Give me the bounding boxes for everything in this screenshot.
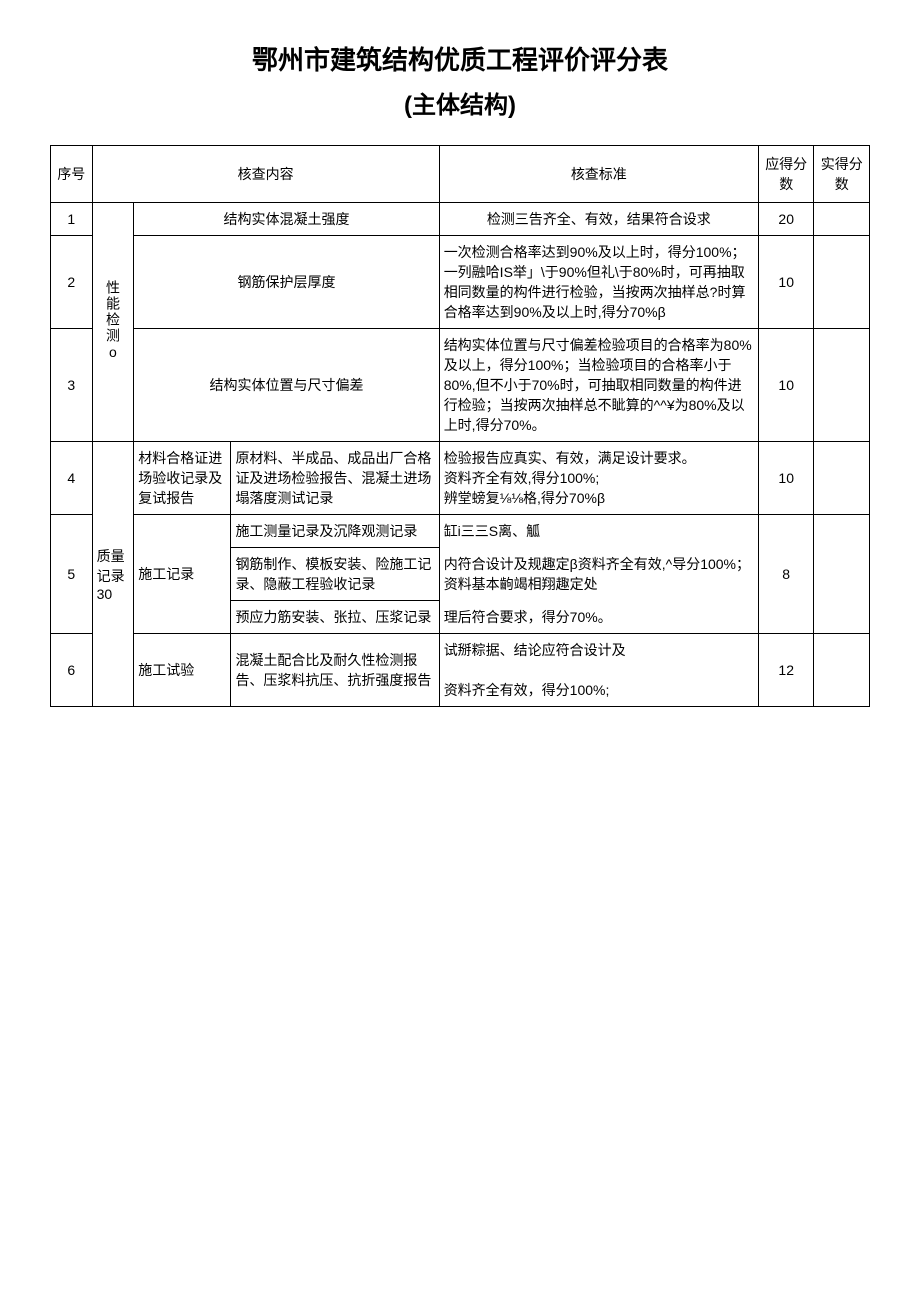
cell-actual: [814, 442, 870, 515]
cell-standard: 结构实体位置与尺寸偏差检验项目的合格率为80%及以上，得分100%；当检验项目的…: [439, 329, 758, 442]
cell-seq: 1: [51, 203, 93, 236]
cell-actual: [814, 203, 870, 236]
cell-standard: 理后符合要求，得分70%。: [439, 601, 758, 634]
category-performance: 性能检测o: [92, 203, 134, 442]
cell-score: 10: [758, 329, 814, 442]
category-quality: 质量记录30: [92, 442, 134, 707]
header-due-score: 应得分数: [758, 146, 814, 203]
cell-sub2: 混凝土配合比及耐久性检测报告、压浆料抗压、抗折强度报告: [231, 634, 439, 707]
cell-standard: 检验报告应真实、有效，满足设计要求。 资料齐全有效,得分100%; 辨堂螃复⅛⅛…: [439, 442, 758, 515]
cell-seq: 6: [51, 634, 93, 707]
cell-content: 结构实体位置与尺寸偏差: [134, 329, 439, 442]
cell-sub2: 钢筋制作、模板安装、险施工记录、隐蔽工程验收记录: [231, 548, 439, 601]
cell-actual: [814, 515, 870, 634]
spacer: [444, 660, 754, 680]
cell-score: 8: [758, 515, 814, 634]
table-row: 1 性能检测o 结构实体混凝土强度 检测三告齐全、有效，结果符合设求 20: [51, 203, 870, 236]
table-row: 5 施工记录 施工测量记录及沉降观测记录 缸i三三S离、觚 8: [51, 515, 870, 548]
cell-score: 10: [758, 236, 814, 329]
cell-standard: 试掰粽据、结论应符合设计及 资料齐全有效，得分100%;: [439, 634, 758, 707]
cell-sub1: 施工试验: [134, 634, 231, 707]
cell-seq: 2: [51, 236, 93, 329]
cell-sub2: 预应力筋安装、张拉、压浆记录: [231, 601, 439, 634]
cell-sub2: 原材料、半成品、成品出厂合格证及进场检验报告、混凝土进场塌落度测试记录: [231, 442, 439, 515]
cell-seq: 4: [51, 442, 93, 515]
cell-score: 20: [758, 203, 814, 236]
cell-seq: 3: [51, 329, 93, 442]
cell-sub1: 材料合格证进场验收记录及复试报告: [134, 442, 231, 515]
category-label: 质量记录30: [97, 548, 125, 602]
cell-standard: 一次检测合格率达到90%及以上时，得分100%； 一列融哈IS举」\于90%但礼…: [439, 236, 758, 329]
table-row: 4 质量记录30 材料合格证进场验收记录及复试报告 原材料、半成品、成品出厂合格…: [51, 442, 870, 515]
cell-content: 钢筋保护层厚度: [134, 236, 439, 329]
cell-score: 12: [758, 634, 814, 707]
std-line: 资料齐全有效，得分100%;: [444, 680, 754, 700]
cell-actual: [814, 329, 870, 442]
table-header-row: 序号 核查内容 核查标准 应得分数 实得分数: [51, 146, 870, 203]
header-content: 核查内容: [92, 146, 439, 203]
table-row: 3 结构实体位置与尺寸偏差 结构实体位置与尺寸偏差检验项目的合格率为80%及以上…: [51, 329, 870, 442]
cell-actual: [814, 236, 870, 329]
cell-sub1: 施工记录: [134, 515, 231, 634]
cell-standard: 检测三告齐全、有效，结果符合设求: [439, 203, 758, 236]
header-seq: 序号: [51, 146, 93, 203]
table-row: 6 施工试验 混凝土配合比及耐久性检测报告、压浆料抗压、抗折强度报告 试掰粽据、…: [51, 634, 870, 707]
cell-score: 10: [758, 442, 814, 515]
cell-standard: 缸i三三S离、觚: [439, 515, 758, 548]
category-label: 性能检测o: [103, 280, 123, 362]
cell-seq: 5: [51, 515, 93, 634]
page-title: 鄂州市建筑结构优质工程评价评分表: [50, 40, 870, 77]
cell-actual: [814, 634, 870, 707]
cell-sub2: 施工测量记录及沉降观测记录: [231, 515, 439, 548]
header-standard: 核查标准: [439, 146, 758, 203]
header-actual-score: 实得分数: [814, 146, 870, 203]
table-row: 2 钢筋保护层厚度 一次检测合格率达到90%及以上时，得分100%； 一列融哈I…: [51, 236, 870, 329]
scoring-table: 序号 核查内容 核查标准 应得分数 实得分数 1 性能检测o 结构实体混凝土强度…: [50, 145, 870, 707]
cell-standard: 内符合设计及规趣定β资料齐全有效,^导分100%；资料基本齣竭相翔趣定处: [439, 548, 758, 601]
cell-content: 结构实体混凝土强度: [134, 203, 439, 236]
std-line: 试掰粽据、结论应符合设计及: [444, 640, 754, 660]
page-subtitle: (主体结构): [50, 85, 870, 120]
